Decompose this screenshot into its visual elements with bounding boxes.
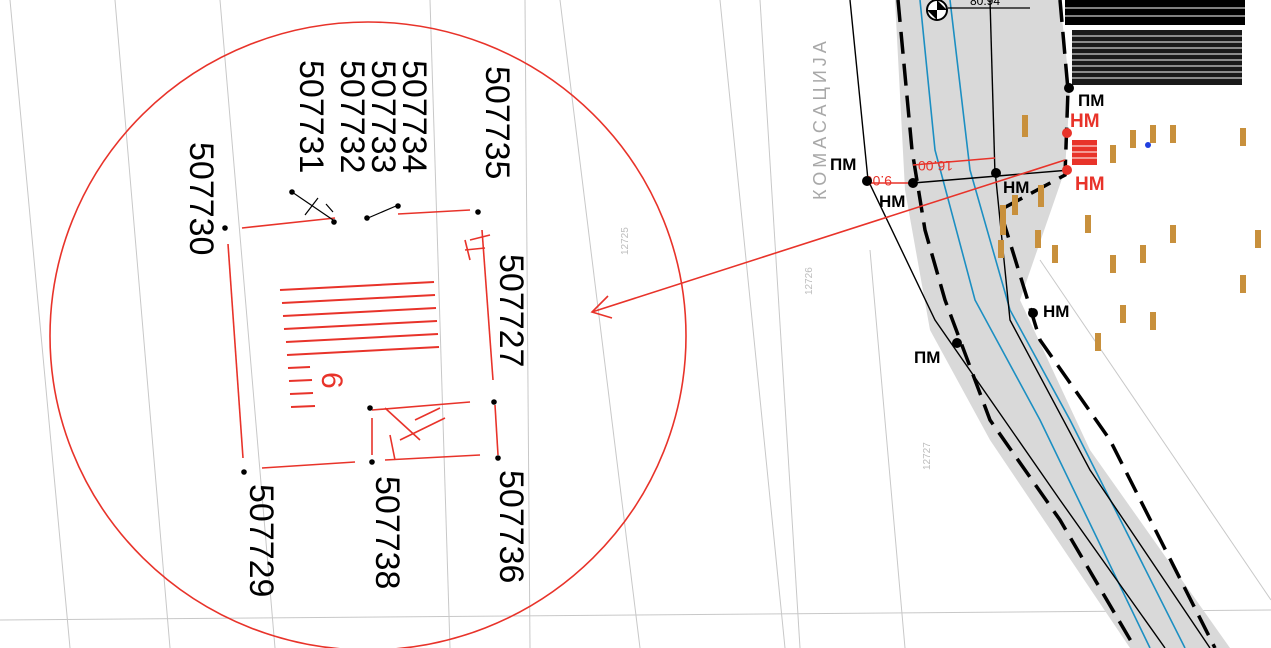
parcel-12725: 12725 — [620, 227, 631, 255]
label-nm-1: НМ — [879, 192, 905, 211]
zoom-inset-circle — [49, 21, 687, 648]
blue-line-1 — [919, 0, 1151, 648]
parcel-12726: 12726 — [804, 267, 815, 295]
inset-point-labels: 507735 507734 507733 507732 507731 50773… — [182, 60, 530, 597]
point-507727: 507727 — [492, 254, 530, 367]
label-nm-red-1: НМ — [1070, 111, 1100, 132]
point-507736: 507736 — [492, 470, 530, 583]
parcel-12727: 12727 — [922, 442, 933, 470]
survey-marker-icon — [926, 0, 1030, 21]
small-building-red — [1072, 140, 1097, 165]
boundary-line-1 — [849, 0, 1166, 648]
hatched-buildings — [1065, 0, 1245, 85]
point-507730: 507730 — [182, 142, 220, 255]
connector-line — [912, 169, 1071, 184]
point-507733: 507733 — [364, 60, 402, 173]
inset-hatch — [279, 281, 440, 408]
label-nm-3: НМ — [1043, 302, 1069, 321]
label-nm-red-2: НМ — [1075, 174, 1105, 195]
road-points — [862, 83, 1074, 348]
point-507735: 507735 — [478, 66, 516, 179]
inset-points — [222, 189, 501, 475]
vertical-line — [989, 0, 996, 176]
top-elevation-label: 80.94 — [970, 0, 1000, 8]
label-pm-3: ПМ — [914, 348, 940, 367]
building-number: 6 — [315, 372, 348, 389]
road-fill — [895, 0, 1230, 648]
label-pm-2: ПМ — [1078, 91, 1104, 110]
label-pm-1: ПМ — [830, 155, 856, 174]
road-boundary-left — [896, 0, 1137, 648]
label-nm-2: НМ — [1003, 178, 1029, 197]
point-507731: 507731 — [292, 60, 330, 173]
dimension-16: 16.00 — [918, 158, 953, 174]
region-name: КОМАСАЦИЈА — [810, 37, 830, 200]
small-annotations — [998, 115, 1261, 351]
dimension-lines — [868, 157, 996, 184]
blue-dot — [1145, 142, 1151, 148]
point-507732: 507732 — [333, 60, 371, 173]
point-507729: 507729 — [242, 484, 280, 597]
point-507734: 507734 — [395, 60, 433, 173]
point-507738: 507738 — [368, 476, 406, 589]
leader-arrow — [590, 159, 1066, 319]
inset-black-lines — [291, 191, 397, 223]
dimension-9: 9.00 — [865, 173, 892, 189]
inset-lines — [227, 209, 499, 469]
